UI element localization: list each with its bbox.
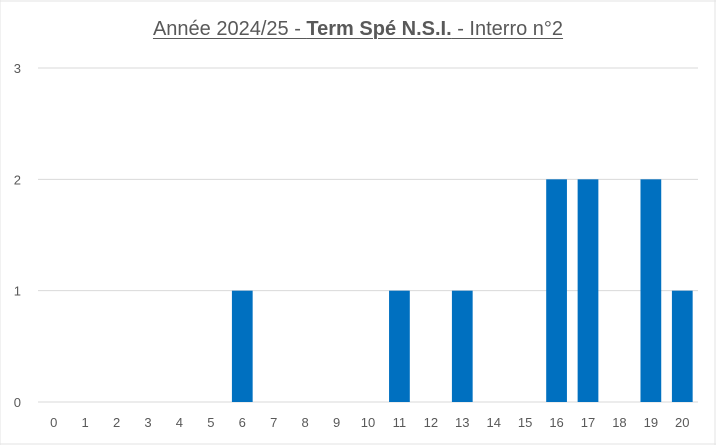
x-tick-label: 1 [82, 415, 89, 430]
title-bold: Term Spé N.S.I. [306, 18, 452, 40]
x-tick-label: 10 [361, 415, 375, 430]
x-tick-label: 5 [207, 415, 214, 430]
bar-11 [389, 290, 410, 402]
gridlines [38, 67, 698, 403]
x-tick-label: 8 [302, 415, 309, 430]
x-tick-label: 11 [393, 415, 407, 430]
bar-13 [451, 290, 473, 402]
x-tick-label: 19 [644, 415, 658, 430]
y-tick-label: 3 [14, 61, 21, 76]
x-tick-label: 6 [239, 415, 246, 430]
x-tick-label: 17 [581, 415, 595, 430]
bar-20 [671, 290, 693, 402]
bar-6 [231, 290, 253, 402]
x-tick-label: 0 [50, 415, 57, 430]
bar-19 [640, 179, 662, 402]
x-tick-label: 18 [612, 415, 626, 430]
bars [231, 179, 693, 402]
x-tick-label: 7 [270, 415, 277, 430]
title-prefix: Année 2024/25 - [152, 18, 307, 40]
y-axis-ticks: 0 1 2 3 [14, 61, 21, 410]
x-tick-label: 15 [518, 415, 532, 430]
title-suffix: - Interro n°2 [451, 18, 564, 40]
x-tick-label: 3 [144, 415, 151, 430]
x-tick-label: 13 [455, 415, 469, 430]
x-tick-label: 14 [486, 415, 500, 430]
x-tick-label: 2 [113, 415, 120, 430]
y-tick-label: 0 [14, 395, 21, 410]
x-tick-label: 9 [333, 415, 340, 430]
bar-17 [577, 179, 599, 402]
y-tick-label: 1 [14, 284, 21, 299]
y-tick-label: 2 [14, 172, 21, 187]
x-axis-ticks: 0 1 2 3 4 5 6 7 8 9 10 11 12 13 14 15 16 17 18 19 20 [50, 415, 689, 430]
bar-16 [546, 179, 567, 402]
x-tick-label: 20 [675, 415, 689, 430]
x-tick-label: 4 [176, 415, 183, 430]
chart-title: Année 2024/25 - Term Spé N.S.I. - Interr… [0, 18, 716, 41]
x-tick-label: 12 [424, 415, 438, 430]
x-tick-label: 16 [549, 415, 563, 430]
